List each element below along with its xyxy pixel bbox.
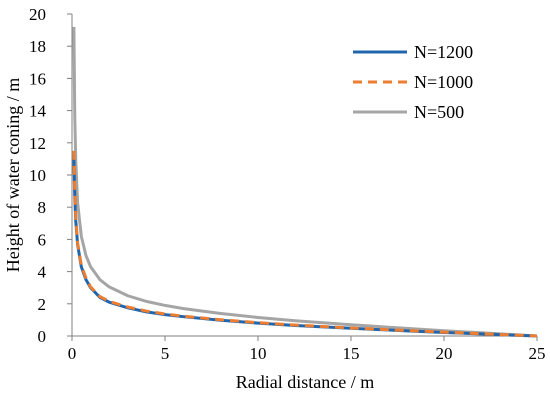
- y-tick-label: 16: [29, 69, 46, 88]
- legend-label: N=1200: [414, 42, 473, 62]
- legend-label: N=1000: [414, 72, 473, 92]
- y-tick-label: 20: [29, 5, 46, 24]
- x-tick-label: 15: [343, 344, 360, 363]
- x-tick-label: 0: [68, 344, 77, 363]
- y-axis-label: Height of water coning / m: [3, 78, 23, 272]
- y-tick-label: 10: [29, 166, 46, 185]
- x-tick-label: 20: [436, 344, 453, 363]
- y-tick-label: 12: [29, 134, 46, 153]
- y-tick-label: 4: [38, 263, 47, 282]
- series-layer: [72, 26, 538, 338]
- y-tick-label: 8: [38, 198, 47, 217]
- series-line-n-500: [72, 26, 538, 338]
- y-tick-label: 0: [38, 327, 47, 346]
- x-axis-label: Radial distance / m: [236, 372, 374, 392]
- legend: N=1200 N=1000 N=500: [353, 42, 473, 122]
- axes: 0 5 10 15 20 25 0 2 4 6 8 10 12 14 16 18 20: [29, 5, 546, 363]
- y-tick-label: 14: [29, 102, 47, 121]
- legend-label: N=500: [414, 102, 464, 122]
- x-tick-label: 25: [529, 344, 546, 363]
- y-tick-label: 6: [38, 230, 47, 249]
- x-tick-label: 10: [250, 344, 267, 363]
- series-line-n-1000: [72, 150, 538, 338]
- y-tick-label: 2: [38, 295, 47, 314]
- y-tick-label: 18: [29, 37, 46, 56]
- x-tick-label: 5: [161, 344, 170, 363]
